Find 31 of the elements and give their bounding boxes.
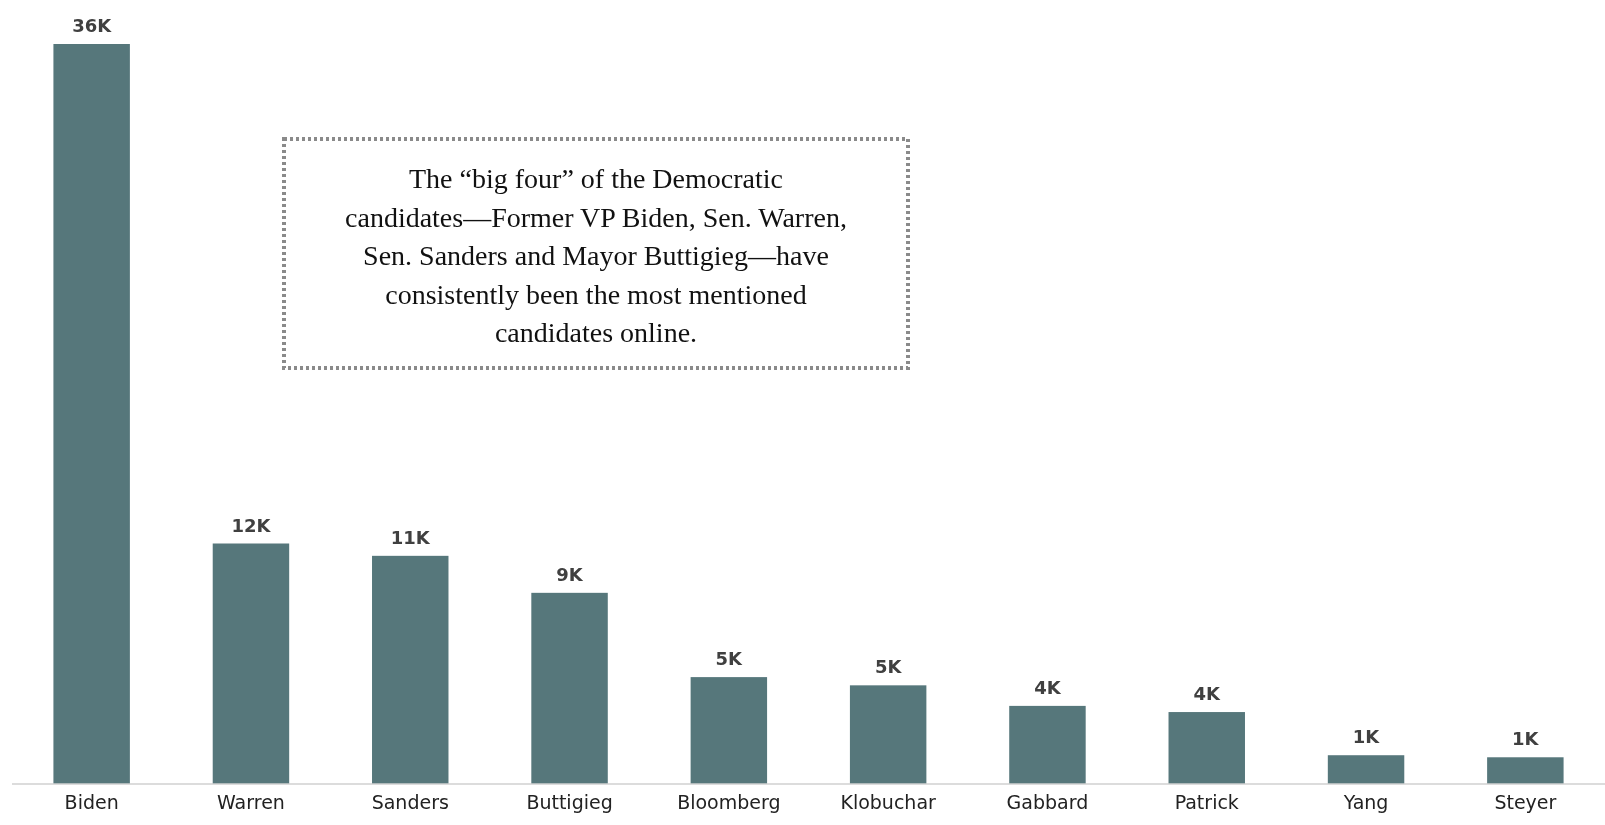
x-tick-label: Klobuchar: [840, 791, 937, 814]
bar: [531, 592, 608, 784]
data-label: 5K: [874, 656, 903, 678]
bar: [1168, 712, 1245, 784]
data-label: 1K: [1352, 726, 1381, 748]
x-tick-label: Patrick: [1174, 791, 1239, 814]
data-label: 4K: [1034, 676, 1062, 698]
x-tick-label: Bloomberg: [677, 791, 781, 814]
data-label: 5K: [715, 648, 744, 670]
bar: [1327, 755, 1405, 784]
x-tick-label: Buttigieg: [526, 791, 613, 814]
bar: [1487, 757, 1564, 784]
x-tick-label: Yang: [1342, 791, 1389, 814]
x-tick-label: Steyer: [1494, 791, 1557, 814]
bar: [1009, 705, 1086, 784]
bar: [372, 555, 449, 784]
bar: [690, 677, 768, 784]
x-tick-label: Gabbard: [1006, 791, 1089, 814]
data-label: 9K: [556, 563, 584, 585]
bar: [212, 543, 290, 784]
bar: [53, 44, 130, 784]
x-tick-label: Biden: [64, 791, 119, 814]
data-label: 1K: [1512, 728, 1540, 750]
data-label: 11K: [390, 526, 431, 548]
x-tick-label: Sanders: [371, 791, 449, 814]
data-label: 36K: [72, 15, 113, 36]
data-label: 12K: [231, 514, 272, 536]
x-tick-label: Warren: [217, 791, 285, 814]
annotation: The “big four” of the Democratic candidates—Former VP Biden, Sen. Warren, Sen. Sanders and Mayor Buttigieg—have consistently been the most mentioned candidates online.: [345, 163, 847, 348]
data-label: 4K: [1193, 683, 1222, 705]
bar: [849, 685, 927, 784]
